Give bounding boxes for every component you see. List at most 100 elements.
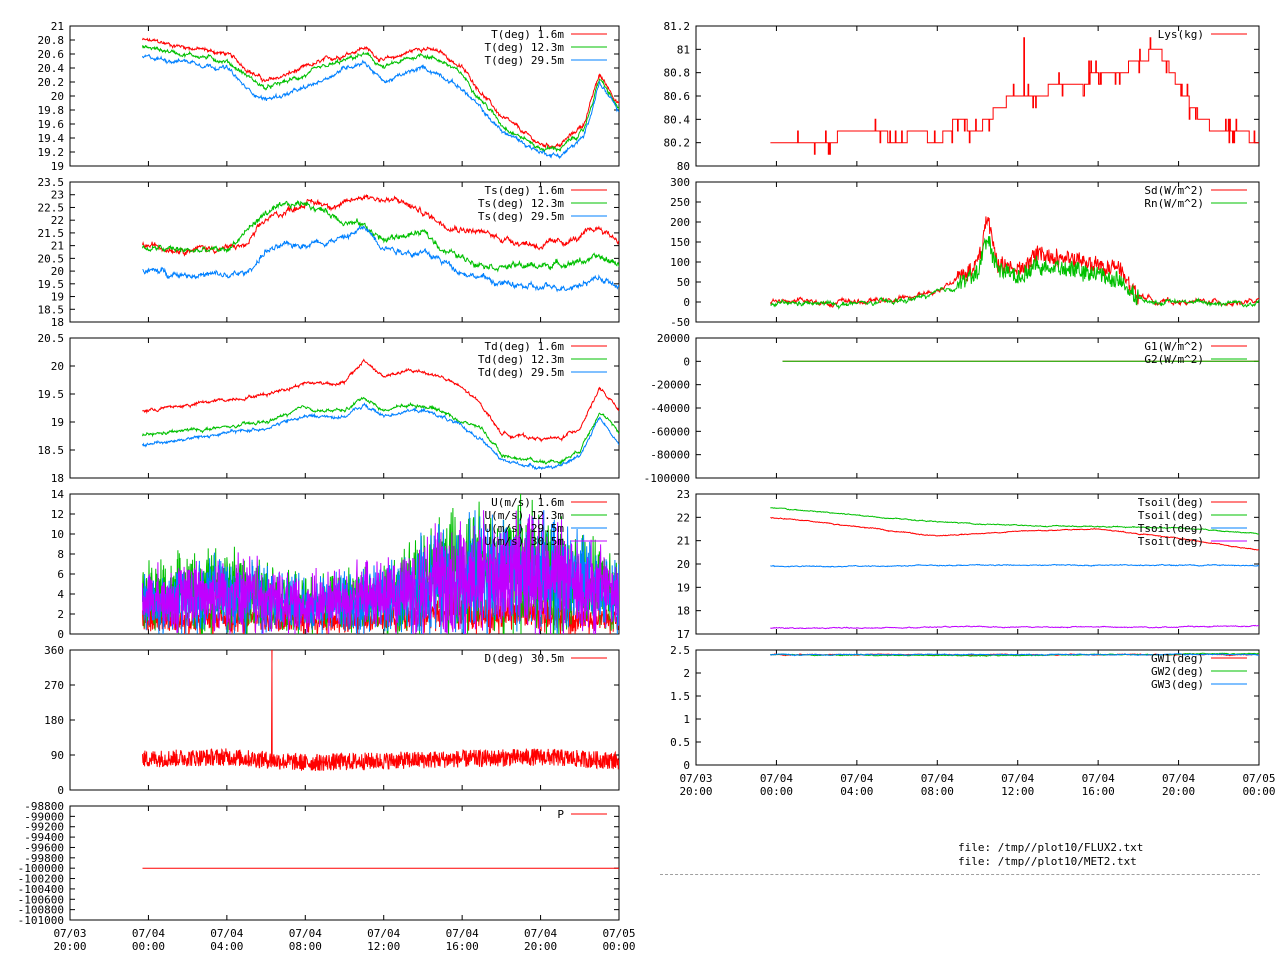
- y-tick-label: 250: [670, 196, 690, 209]
- x-tick-date: 07/04: [132, 927, 165, 940]
- y-tick-label: 20.6: [38, 48, 65, 61]
- y-tick-label: 18.5: [38, 444, 65, 457]
- y-tick-label: -100400: [18, 883, 64, 896]
- y-tick-label: 20.4: [38, 62, 65, 75]
- y-tick-label: 20: [51, 360, 64, 373]
- y-tick-label: 2: [57, 608, 64, 621]
- y-tick-label: 1: [683, 713, 690, 726]
- x-tick-date: 07/04: [921, 772, 954, 785]
- series-line-dir-0: [142, 650, 619, 772]
- y-tick-label: -99400: [24, 831, 64, 844]
- legend-label: U(m/s) 30.5m: [485, 535, 565, 548]
- y-tick-label: 0: [57, 784, 64, 797]
- y-tick-label: 14: [51, 488, 65, 501]
- y-tick-label: 20.2: [38, 76, 65, 89]
- series-line-tsonic-2: [142, 224, 619, 293]
- x-tick-time: 04:00: [840, 785, 873, 798]
- y-tick-label: 21: [51, 20, 64, 33]
- x-tick-time: 00:00: [602, 940, 635, 953]
- y-tick-label: -99000: [24, 810, 64, 823]
- legend-label: T(deg) 29.5m: [485, 54, 565, 67]
- series-line-tdew-0: [142, 358, 619, 443]
- legend-label: U(m/s) 29.5m: [485, 522, 565, 535]
- y-tick-label: -99800: [24, 852, 64, 865]
- y-tick-label: 20: [51, 90, 64, 103]
- y-tick-label: 23: [51, 189, 64, 202]
- y-tick-label: 19: [677, 581, 690, 594]
- y-tick-label: 81.2: [664, 20, 691, 33]
- y-tick-label: -99200: [24, 821, 64, 834]
- y-tick-label: 6: [57, 568, 64, 581]
- legend-label: U(m/s) 12.3m: [485, 509, 565, 522]
- y-tick-label: 80.4: [664, 113, 691, 126]
- file-label-met: file: /tmp//plot10/MET2.txt: [958, 855, 1137, 868]
- y-tick-label: 0: [683, 355, 690, 368]
- y-tick-label: 23.5: [38, 176, 65, 189]
- y-tick-label: 81: [677, 43, 690, 56]
- y-tick-label: 19: [51, 416, 64, 429]
- series-line-gw-2: [770, 653, 1259, 657]
- y-tick-label: 19.5: [38, 388, 65, 401]
- chart-rad: -50 0 50 100 150 200 250 300 Sd(W/m^2)Rn(W/m^2): [670, 176, 1260, 329]
- x-tick-date: 07/04: [210, 927, 243, 940]
- x-tick-time: 08:00: [289, 940, 322, 953]
- x-tick-time: 20:00: [1162, 785, 1195, 798]
- y-tick-label: 19.6: [38, 118, 65, 131]
- chart-dir: 0 90 180 270 360 D(deg) 30.5m: [44, 644, 620, 797]
- plot-frame: [69, 493, 620, 635]
- y-tick-label: 1.5: [670, 690, 690, 703]
- x-tick-date: 07/03: [679, 772, 712, 785]
- series-line-tdew-2: [142, 402, 619, 471]
- y-tick-label: -100000: [18, 862, 64, 875]
- y-tick-label: 20.5: [38, 332, 65, 345]
- y-tick-label: 50: [677, 276, 690, 289]
- legend-label: GW3(deg): [1151, 678, 1204, 691]
- chart-gw: 00.511.522.507/0320:0007/0400:0007/0404:…: [670, 644, 1275, 798]
- y-tick-label: 12: [51, 508, 64, 521]
- legend-label: Lys(kg): [1158, 28, 1204, 41]
- y-tick-label: 18.5: [38, 303, 65, 316]
- y-tick-label: 150: [670, 236, 690, 249]
- y-tick-label: 19.8: [38, 104, 65, 117]
- x-tick-time: 00:00: [132, 940, 165, 953]
- series-line-tdew-1: [142, 396, 619, 466]
- legend-label: U(m/s) 1.6m: [491, 496, 564, 509]
- y-tick-label: -20000: [650, 379, 690, 392]
- x-tick-date: 07/04: [446, 927, 479, 940]
- plot-frame: [69, 805, 620, 921]
- y-tick-label: 20.5: [38, 252, 65, 265]
- file-label-flux: file: /tmp//plot10/FLUX2.txt: [958, 841, 1144, 854]
- y-tick-label: 80: [677, 160, 690, 173]
- legend-label: G1(W/m^2): [1144, 340, 1204, 353]
- y-tick-label: 20: [51, 265, 64, 278]
- plot-frame: [695, 649, 1260, 766]
- legend-label: Tsoil(deg): [1138, 535, 1204, 548]
- y-tick-label: 0: [683, 296, 690, 309]
- x-tick-date: 07/04: [289, 927, 322, 940]
- legend-label: Tsoil(deg): [1138, 496, 1204, 509]
- legend-label: Rn(W/m^2): [1144, 197, 1204, 210]
- y-tick-label: 19.4: [38, 132, 65, 145]
- series-line-rad-1: [770, 236, 1259, 310]
- legend-label: Td(deg) 29.5m: [478, 366, 564, 379]
- chart-ground: -100000 -80000 -60000 -40000 -20000 0 20000 G1(…: [644, 332, 1260, 485]
- y-tick-label: 22.5: [38, 201, 65, 214]
- y-tick-label: 21: [51, 240, 64, 253]
- y-tick-label: 21.5: [38, 227, 65, 240]
- x-tick-time: 12:00: [1001, 785, 1034, 798]
- y-tick-label: 270: [44, 679, 64, 692]
- x-tick-time: 16:00: [446, 940, 479, 953]
- chart-lys: 80 80.2 80.4 80.6 80.8 81 81.2 Lys(kg): [664, 20, 1260, 173]
- legend-label: Ts(deg) 12.3m: [478, 197, 564, 210]
- y-tick-label: 19: [51, 291, 64, 304]
- y-tick-label: -80000: [650, 449, 690, 462]
- y-tick-label: 200: [670, 216, 690, 229]
- x-tick-time: 16:00: [1082, 785, 1115, 798]
- series-line-wind-3: [142, 510, 619, 634]
- x-tick-time: 20:00: [524, 940, 557, 953]
- y-tick-label: -100000: [644, 472, 690, 485]
- series-line-temp-0: [142, 37, 619, 150]
